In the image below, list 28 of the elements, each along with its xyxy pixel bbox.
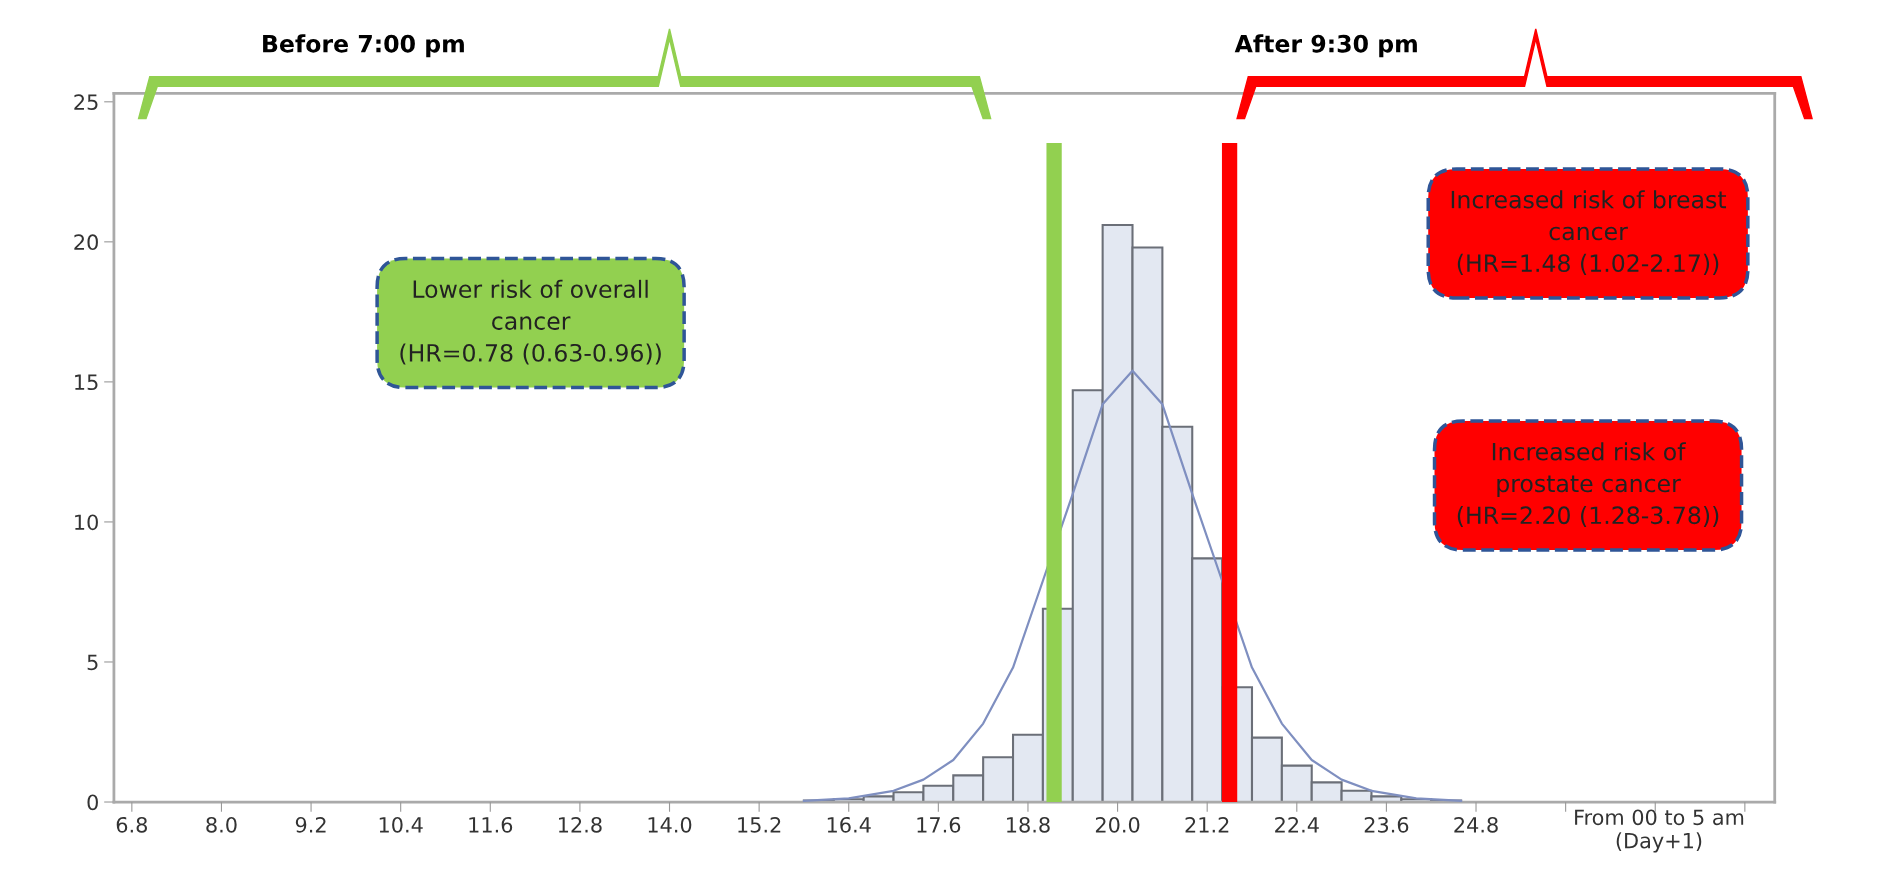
y-tick-label: 25 [74, 94, 98, 111]
x-tick-label: 11.6 [469, 816, 513, 833]
y-tick-label: 20 [74, 234, 98, 251]
annotation: Increased risk of prostate cancer (HR=2.20 (1.28-3.78)) [1457, 442, 1719, 527]
annotation: Lower risk of overall cancer (HR=0.78 (0.63-0.96)) [400, 279, 661, 365]
x-tick-label: 14.0 [648, 816, 692, 833]
annotation: Increased risk of breast cancer (HR=1.48 (1.02-2.17)) [1451, 190, 1727, 275]
text: After 9:30 pm [1234, 34, 1417, 58]
x-tick-label: 12.8 [559, 816, 602, 833]
x-tick-label: 20.0 [1095, 816, 1140, 833]
x-tick-label: 9.2 [295, 816, 326, 833]
x-tick-label: 18.8 [1007, 816, 1050, 833]
x-tick-label: 24.8 [1454, 816, 1498, 833]
text: From 00 to 5 am (Day+1) [1575, 809, 1744, 853]
y-tick-label: 5 [87, 654, 98, 671]
x-tick-label: 6.8 [116, 816, 147, 833]
x-tick-label: 22.4 [1275, 816, 1319, 833]
x-tick-label: 15.2 [738, 816, 781, 833]
x-tick-label: 10.4 [379, 816, 423, 833]
y-tick-label: 10 [75, 514, 98, 531]
y-tick-label: 0 [87, 794, 98, 811]
y-tick-label: 15 [75, 374, 98, 391]
text: Before 7:00 pm [263, 34, 464, 58]
x-tick-label: 8.0 [206, 816, 237, 833]
x-tick-label: 16.4 [827, 816, 871, 833]
x-tick-label: 21.2 [1185, 816, 1229, 833]
x-tick-label: 23.6 [1364, 816, 1409, 833]
x-tick-label: 17.6 [917, 816, 961, 833]
